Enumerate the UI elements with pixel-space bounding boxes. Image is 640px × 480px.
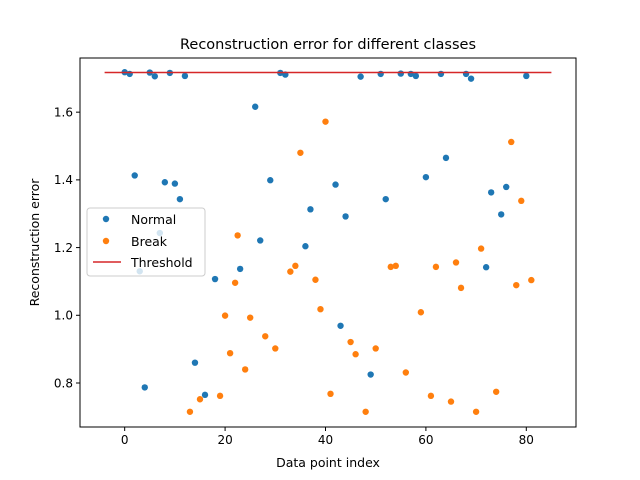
break-point-3 bbox=[221, 312, 229, 319]
y-tick-label-2: 1.2 bbox=[54, 241, 73, 255]
break-point-13 bbox=[297, 149, 304, 156]
break-point-18 bbox=[347, 338, 354, 346]
break-point-37 bbox=[528, 276, 535, 284]
normal-point-12 bbox=[181, 72, 189, 80]
legend-marker-break bbox=[102, 237, 110, 245]
normal-point-24 bbox=[332, 181, 339, 188]
normal-point-19 bbox=[267, 177, 274, 184]
break-point-26 bbox=[427, 392, 435, 400]
break-point-20 bbox=[362, 408, 369, 415]
break-point-5 bbox=[231, 279, 239, 286]
break-point-8 bbox=[246, 314, 254, 321]
break-point-29 bbox=[452, 259, 460, 266]
break-point-31 bbox=[472, 408, 480, 415]
break-point-12 bbox=[292, 262, 299, 270]
chart-title: Reconstruction error for different class… bbox=[180, 37, 476, 53]
normal-point-35 bbox=[437, 70, 445, 78]
normal-point-41 bbox=[497, 211, 505, 218]
break-point-4 bbox=[226, 350, 234, 357]
x-tick-label-60: 60 bbox=[418, 433, 433, 447]
break-point-33 bbox=[492, 388, 500, 395]
normal-point-37 bbox=[462, 70, 470, 78]
y-tick-label-0: 0.8 bbox=[54, 376, 73, 390]
break-point-6 bbox=[234, 232, 241, 239]
normal-point-18 bbox=[257, 237, 264, 244]
plot-frame bbox=[79, 57, 577, 428]
break-point-11 bbox=[287, 268, 294, 275]
y-axis-label: Reconstruction error bbox=[27, 178, 42, 307]
normal-point-10 bbox=[171, 180, 179, 187]
legend-label-break: Break bbox=[131, 234, 168, 249]
normal-point-38 bbox=[467, 75, 475, 82]
normal-point-27 bbox=[357, 73, 364, 80]
normal-point-36 bbox=[442, 154, 450, 162]
x-tick-label-80: 80 bbox=[519, 433, 534, 447]
normal-point-1 bbox=[126, 70, 133, 78]
normal-point-16 bbox=[236, 265, 244, 273]
x-tick-label-20: 20 bbox=[217, 433, 232, 447]
normal-point-4 bbox=[141, 384, 148, 391]
normal-point-8 bbox=[161, 179, 169, 186]
break-point-19 bbox=[352, 351, 359, 358]
break-point-32 bbox=[477, 245, 485, 252]
x-tick-label-40: 40 bbox=[318, 433, 333, 447]
normal-point-43 bbox=[523, 72, 530, 80]
normal-point-26 bbox=[342, 213, 349, 220]
normal-point-39 bbox=[482, 264, 490, 271]
break-point-22 bbox=[387, 263, 394, 271]
normal-point-33 bbox=[412, 72, 420, 80]
normal-point-6 bbox=[151, 73, 159, 80]
y-tick-label-3: 1.4 bbox=[54, 173, 73, 187]
break-point-2 bbox=[216, 392, 224, 400]
break-point-1 bbox=[196, 396, 204, 403]
legend-box bbox=[86, 207, 206, 277]
y-axis: 0.8 1.0 1.2 1.4 1.6 bbox=[54, 105, 80, 390]
normal-point-34 bbox=[422, 173, 430, 181]
break-point-14 bbox=[312, 276, 319, 283]
normal-point-15 bbox=[211, 275, 219, 283]
y-tick-label-1: 1.0 bbox=[54, 309, 73, 323]
break-point-10 bbox=[272, 345, 279, 352]
normal-point-29 bbox=[377, 70, 384, 78]
break-point-16 bbox=[322, 118, 329, 125]
break-point-9 bbox=[262, 333, 269, 340]
break-point-15 bbox=[317, 305, 324, 313]
normal-point-14 bbox=[201, 391, 209, 399]
normal-point-22 bbox=[302, 243, 309, 250]
break-point-27 bbox=[432, 263, 440, 271]
x-axis: 0 20 40 60 80 bbox=[121, 427, 534, 447]
break-point-17 bbox=[327, 390, 334, 398]
normal-point-11 bbox=[176, 195, 184, 203]
normal-point-31 bbox=[397, 70, 404, 77]
break-point-30 bbox=[457, 284, 465, 292]
y-tick-label-4: 1.6 bbox=[54, 105, 73, 119]
break-point-23 bbox=[392, 262, 399, 270]
normal-point-25 bbox=[337, 322, 344, 329]
break-point-34 bbox=[508, 138, 515, 146]
normal-point-2 bbox=[131, 172, 138, 179]
break-point-0 bbox=[186, 408, 194, 415]
break-point-21 bbox=[372, 345, 379, 352]
normal-point-28 bbox=[367, 371, 374, 378]
break-point-28 bbox=[447, 398, 455, 405]
legend-label-threshold: Threshold bbox=[130, 255, 193, 270]
normal-point-30 bbox=[382, 195, 389, 203]
legend: Normal Break Threshold bbox=[86, 207, 206, 277]
normal-point-13 bbox=[191, 359, 199, 366]
normal-point-23 bbox=[307, 206, 314, 213]
legend-marker-normal bbox=[102, 215, 110, 223]
normal-point-42 bbox=[503, 183, 510, 191]
normal-point-17 bbox=[252, 103, 259, 110]
break-point-36 bbox=[518, 197, 525, 205]
break-point-25 bbox=[417, 309, 425, 316]
break-point-35 bbox=[513, 281, 520, 289]
x-axis-label: Data point index bbox=[276, 455, 380, 470]
break-point-24 bbox=[402, 369, 410, 376]
normal-point-40 bbox=[487, 189, 495, 196]
x-tick-label-0: 0 bbox=[121, 433, 129, 447]
legend-label-normal: Normal bbox=[131, 212, 176, 227]
break-point-7 bbox=[241, 366, 249, 373]
